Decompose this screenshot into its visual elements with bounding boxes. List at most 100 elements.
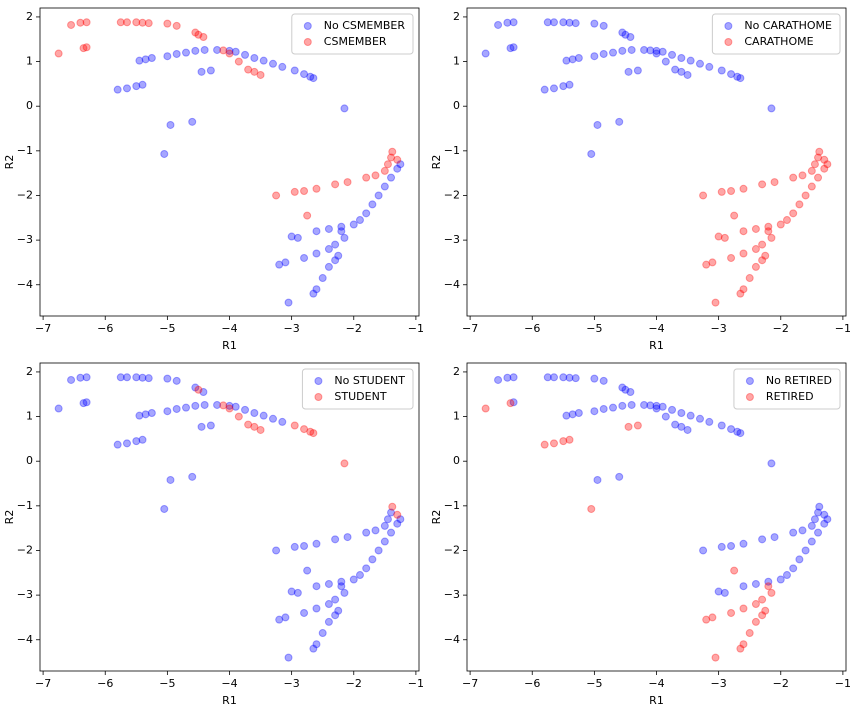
point xyxy=(287,232,296,241)
point xyxy=(770,533,779,542)
legend: No CSMEMBER CSMEMBER xyxy=(291,13,414,55)
point xyxy=(135,411,144,420)
point xyxy=(720,233,729,242)
point xyxy=(188,472,197,481)
y-tick-label: 1 xyxy=(453,410,460,423)
point xyxy=(574,53,583,62)
point xyxy=(815,147,824,156)
point xyxy=(312,249,321,258)
point xyxy=(562,56,571,65)
point xyxy=(727,253,736,262)
point xyxy=(300,542,309,551)
point xyxy=(587,504,596,513)
point xyxy=(132,373,141,382)
y-tick-label: 0 xyxy=(26,454,33,467)
point xyxy=(163,407,172,416)
subplot: −7 −6 −5 −4 −3 −2 −1 −4 −3 −2 −1 0 1 2 R1 R2 No RETIRED R… xyxy=(430,362,851,707)
point xyxy=(135,56,144,65)
point xyxy=(677,422,686,431)
point xyxy=(122,84,131,93)
point xyxy=(343,533,352,542)
y-tick-label: 2 xyxy=(453,365,460,378)
x-tick-label: −7 xyxy=(35,677,51,690)
point xyxy=(624,422,633,431)
point xyxy=(686,411,695,420)
point xyxy=(714,232,723,241)
legend: No RETIRED RETIRED xyxy=(733,368,841,410)
point xyxy=(324,579,333,588)
point xyxy=(293,588,302,597)
point xyxy=(711,653,720,662)
point xyxy=(795,200,804,209)
point xyxy=(789,528,798,537)
point xyxy=(144,374,153,383)
point xyxy=(334,251,343,260)
x-tick-label: −5 xyxy=(159,677,175,690)
point xyxy=(568,410,577,419)
point xyxy=(708,258,717,267)
point xyxy=(67,375,76,384)
point xyxy=(618,383,627,392)
point xyxy=(708,613,717,622)
point xyxy=(814,508,823,517)
point xyxy=(290,187,299,196)
point xyxy=(275,615,284,624)
point xyxy=(284,298,293,307)
y-tick-label: −4 xyxy=(444,278,460,291)
point xyxy=(122,18,131,27)
point xyxy=(141,410,150,419)
y-tick-label: 1 xyxy=(26,55,33,68)
point xyxy=(807,166,816,175)
point xyxy=(371,171,380,180)
point xyxy=(795,555,804,564)
point xyxy=(652,49,661,58)
point xyxy=(337,582,346,591)
point xyxy=(618,28,627,37)
point xyxy=(163,19,172,28)
y-axis-label: R2 xyxy=(430,155,443,170)
point xyxy=(509,373,518,382)
point xyxy=(268,414,277,423)
point xyxy=(79,44,88,53)
point xyxy=(188,117,197,126)
point xyxy=(331,180,340,189)
point xyxy=(627,400,636,409)
point xyxy=(82,373,91,382)
point xyxy=(739,582,748,591)
point xyxy=(241,50,250,59)
point xyxy=(191,28,200,37)
point xyxy=(191,401,200,410)
point xyxy=(543,18,552,27)
point xyxy=(565,18,574,27)
point xyxy=(736,644,745,653)
point xyxy=(160,504,169,513)
point xyxy=(494,375,503,384)
y-tick-label: 0 xyxy=(453,454,460,467)
point xyxy=(599,404,608,413)
point xyxy=(770,178,779,187)
point xyxy=(618,401,627,410)
point xyxy=(199,33,208,42)
point xyxy=(590,407,599,416)
point xyxy=(290,66,299,75)
point xyxy=(303,211,312,220)
point xyxy=(337,227,346,236)
point xyxy=(767,104,776,113)
point xyxy=(393,510,402,519)
x-tick-label: −6 xyxy=(524,677,540,690)
point xyxy=(380,166,389,175)
legend-box xyxy=(711,13,841,55)
point xyxy=(506,44,515,53)
point xyxy=(509,18,518,27)
point xyxy=(714,587,723,596)
y-tick-label: −2 xyxy=(17,543,33,556)
point xyxy=(739,249,748,258)
point xyxy=(814,153,823,162)
point xyxy=(113,440,122,449)
point xyxy=(599,49,608,58)
point xyxy=(324,600,333,609)
point xyxy=(380,537,389,546)
point xyxy=(256,425,265,434)
point xyxy=(587,149,596,158)
